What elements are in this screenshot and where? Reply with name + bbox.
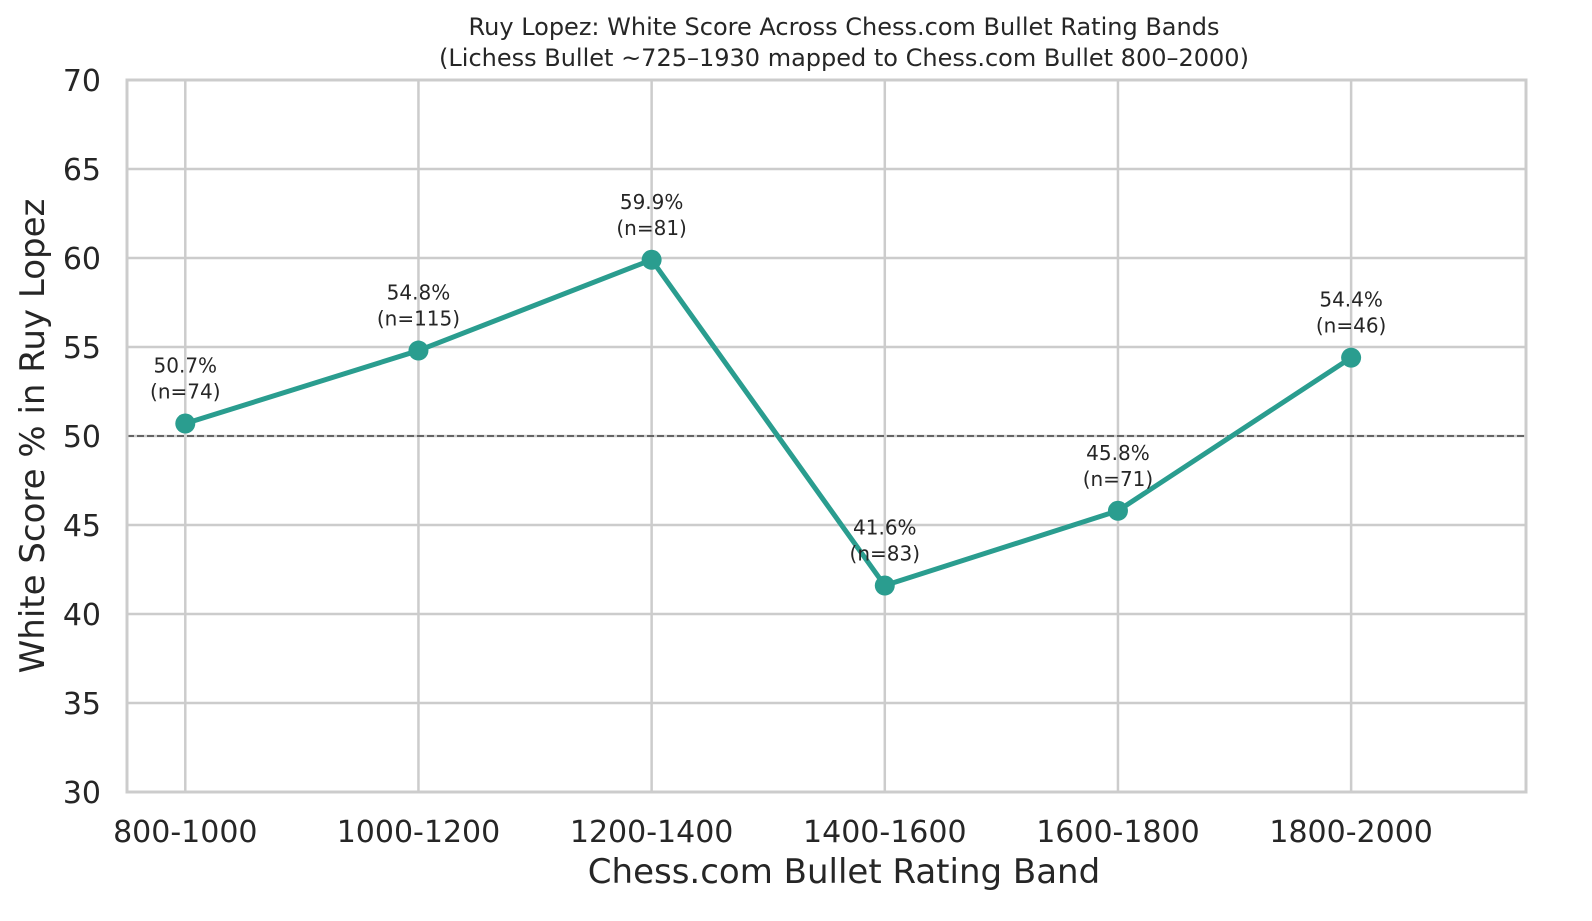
data-point-1600-1800 (1107, 500, 1128, 521)
data-label-n: (n=81) (616, 216, 687, 240)
plot-frame (125, 78, 1528, 794)
y-tick-label: 35 (63, 687, 101, 722)
data-label-n: (n=74) (150, 380, 221, 404)
y-tick-label: 45 (63, 509, 101, 544)
chart-title: Ruy Lopez: White Score Across Chess.com … (469, 13, 1220, 41)
data-point-1200-1400 (641, 249, 662, 270)
x-tick-label: 1400-1600 (803, 815, 967, 850)
data-label-pct: 59.9% (620, 190, 684, 214)
y-tick-label: 65 (63, 153, 101, 188)
y-tick-label: 70 (63, 64, 101, 99)
y-tick-label: 55 (63, 331, 101, 366)
x-tick-label: 1000-1200 (337, 815, 501, 850)
y-tick-label: 30 (63, 776, 101, 811)
series-line (182, 257, 1354, 589)
y-tick-label: 50 (63, 420, 101, 455)
y-axis-ticks: 30 35 40 45 50 55 60 65 70 (63, 64, 101, 811)
data-label-pct: 41.6% (853, 516, 917, 540)
x-tick-label: 1200-1400 (570, 815, 734, 850)
data-point-800-1000 (175, 413, 196, 434)
y-axis-label: White Score % in Ruy Lopez (13, 199, 53, 674)
x-tick-label: 800-1000 (113, 815, 257, 850)
series-layer (175, 249, 1362, 596)
y-tick-label: 40 (63, 598, 101, 633)
chart-subtitle: (Lichess Bullet ~725–1930 mapped to Ches… (439, 44, 1249, 72)
data-point-1400-1600 (874, 575, 895, 596)
data-label-n: (n=71) (1083, 467, 1154, 491)
data-label-pct: 54.4% (1319, 288, 1383, 312)
data-point-1000-1200 (408, 340, 429, 361)
data-label-n: (n=115) (377, 307, 460, 331)
x-axis-ticks: 800-1000 1000-1200 1200-1400 1400-1600 1600-… (113, 815, 1433, 850)
x-tick-label: 1800-2000 (1269, 815, 1433, 850)
annotation-layer: 50.7%(n=74)54.8%(n=115)59.9%(n=81)41.6%(… (150, 190, 1386, 566)
data-label-pct: 50.7% (154, 354, 218, 378)
data-label-n: (n=83) (850, 542, 921, 566)
x-tick-label: 1600-1800 (1036, 815, 1200, 850)
data-label-pct: 54.8% (387, 281, 451, 305)
data-point-1800-2000 (1341, 347, 1362, 368)
x-axis-label: Chess.com Bullet Rating Band (588, 852, 1100, 892)
data-label-n: (n=46) (1316, 314, 1387, 338)
y-tick-label: 60 (63, 242, 101, 277)
data-label-pct: 45.8% (1086, 441, 1150, 465)
